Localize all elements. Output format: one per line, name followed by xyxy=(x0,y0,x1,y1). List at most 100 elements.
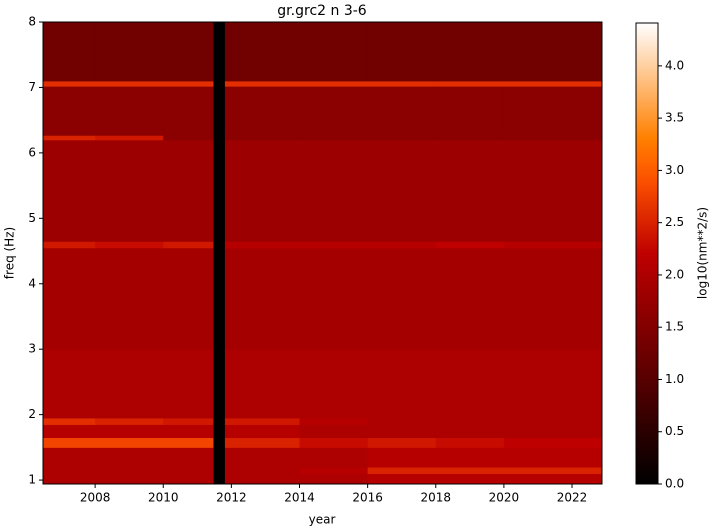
heatmap-cell xyxy=(224,349,301,419)
x-tick-label: 2016 xyxy=(352,491,383,505)
heatmap-cell xyxy=(95,473,164,485)
x-tick-label: 2012 xyxy=(216,491,247,505)
heatmap-cell xyxy=(163,139,214,242)
heatmap-cell xyxy=(367,135,437,141)
colorbar-tick-label: 1.0 xyxy=(665,372,684,386)
colorbar-tick-label: 2.5 xyxy=(665,215,684,229)
heatmap-cell xyxy=(299,86,369,136)
heatmap-cell xyxy=(503,424,603,439)
heatmap-cell xyxy=(435,473,505,485)
heatmap-cell xyxy=(43,349,96,419)
heatmap-cell xyxy=(503,135,603,141)
heatmap-cell xyxy=(163,349,214,419)
heatmap-cell xyxy=(367,424,437,439)
heatmap-cell xyxy=(163,473,214,485)
heatmap-cell xyxy=(503,241,603,249)
heatmap-cell xyxy=(43,417,96,425)
heatmap-cell xyxy=(435,417,505,425)
y-tick-label: 5 xyxy=(28,211,36,225)
colorbar-tick-label: 3.5 xyxy=(665,111,684,125)
heatmap-cell xyxy=(435,139,505,242)
heatmap-cell xyxy=(367,447,437,468)
heatmap-cell xyxy=(503,417,603,425)
heatmap-cell xyxy=(95,135,164,141)
heatmap-cell xyxy=(43,437,96,448)
x-tick-label: 2020 xyxy=(489,491,520,505)
heatmap-cell xyxy=(95,22,164,82)
heatmap-cell xyxy=(503,247,603,350)
colorbar xyxy=(635,22,659,485)
heatmap-cell xyxy=(95,86,164,136)
heatmap-cell xyxy=(367,466,437,475)
x-tick-label: 2022 xyxy=(557,491,588,505)
y-axis-label: freq (Hz) xyxy=(3,227,17,279)
heatmap-cell xyxy=(299,447,369,468)
heatmap-cell xyxy=(299,80,369,87)
heatmap-cell xyxy=(299,241,369,249)
colorbar-tick-label: 2.0 xyxy=(665,267,684,281)
y-tick-label: 1 xyxy=(28,473,36,487)
heatmap-cell xyxy=(224,135,301,141)
heatmap-cell xyxy=(163,86,214,136)
heatmap-cell xyxy=(367,349,437,419)
heatmap-cell xyxy=(95,466,164,475)
heatmap-cell xyxy=(299,473,369,485)
heatmap-cell xyxy=(503,437,603,448)
x-tick-label: 2010 xyxy=(148,491,179,505)
heatmap-cell xyxy=(43,135,96,141)
heatmap-cell xyxy=(503,86,603,136)
heatmap-cell xyxy=(367,86,437,136)
heatmap-cell xyxy=(435,437,505,448)
heatmap-cell xyxy=(163,417,214,425)
colorbar-tick-label: 0.0 xyxy=(665,477,684,491)
heatmap-cell xyxy=(95,349,164,419)
heatmap-cell xyxy=(224,466,301,475)
heatmap-cell xyxy=(367,473,437,485)
y-tick-label: 8 xyxy=(28,15,36,29)
heatmap-cell xyxy=(299,437,369,448)
heatmap-cell xyxy=(503,139,603,242)
heatmap-cell xyxy=(435,241,505,249)
heatmap-cell xyxy=(367,437,437,448)
heatmap-cell xyxy=(299,22,369,82)
heatmap-cell xyxy=(503,80,603,87)
chart-title: gr.grc2 n 3-6 xyxy=(277,3,366,19)
heatmap-cell xyxy=(95,241,164,249)
heatmap-cell xyxy=(224,241,301,249)
heatmap-cell xyxy=(224,22,301,82)
y-tick-label: 2 xyxy=(28,407,36,421)
heatmap-cell xyxy=(163,135,214,141)
heatmap-cell xyxy=(95,247,164,350)
y-tick-label: 7 xyxy=(28,80,36,94)
heatmap-cell xyxy=(43,80,96,87)
heatmap-cell xyxy=(95,447,164,468)
heatmap-cell xyxy=(224,139,301,242)
x-tick-label: 2014 xyxy=(284,491,315,505)
y-tick-label: 3 xyxy=(28,342,36,356)
heatmap-cell xyxy=(163,424,214,439)
heatmap-cell xyxy=(163,437,214,448)
heatmap-cell xyxy=(224,80,301,87)
heatmap-cell xyxy=(435,80,505,87)
heatmap-cell xyxy=(43,247,96,350)
heatmap-cell xyxy=(503,447,603,468)
heatmap-cell xyxy=(299,247,369,350)
heatmap-cell xyxy=(503,349,603,419)
heatmap-cell xyxy=(299,466,369,475)
x-tick-label: 2008 xyxy=(80,491,111,505)
heatmap-cell xyxy=(435,22,505,82)
heatmap-cell xyxy=(435,447,505,468)
heatmap-cell xyxy=(299,417,369,425)
heatmap-cell xyxy=(435,247,505,350)
heatmap-cell xyxy=(163,447,214,468)
x-axis-label: year xyxy=(309,513,336,527)
heatmap-cell xyxy=(503,466,603,475)
heatmap-cell xyxy=(224,417,301,425)
heatmap-cell xyxy=(224,447,301,468)
heatmap-cell xyxy=(163,22,214,82)
heatmap-cell xyxy=(435,466,505,475)
heatmap-cell xyxy=(163,466,214,475)
y-tick-label: 4 xyxy=(28,276,36,290)
heatmap-cell xyxy=(95,139,164,242)
